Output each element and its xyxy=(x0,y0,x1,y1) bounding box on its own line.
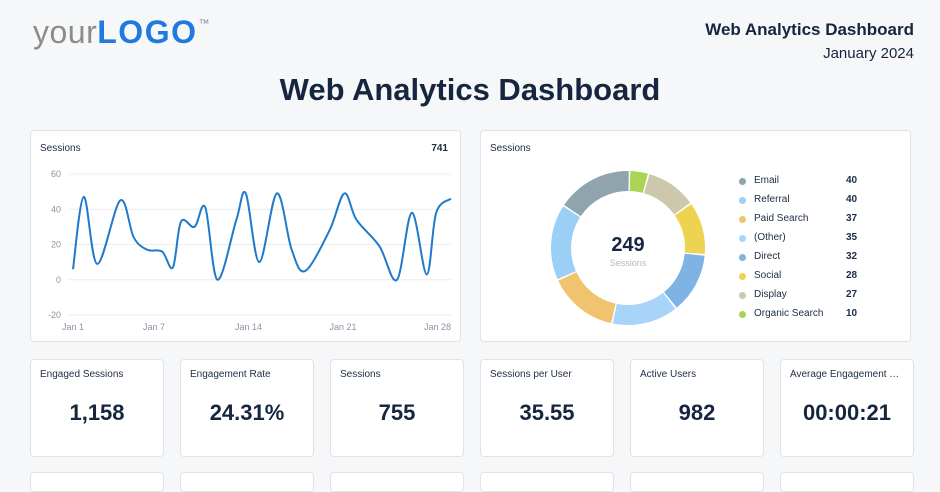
kpi-card-engagement-rate: Engagement Rate 24.31% xyxy=(180,359,314,457)
legend-label: (Other) xyxy=(754,232,786,243)
brand-logo: yourLOGO™ xyxy=(33,14,210,51)
kpi-card-sessions: Sessions 755 xyxy=(330,359,464,457)
kpi-value: 00:00:21 xyxy=(802,400,892,425)
x-tick-label: Jan 28 xyxy=(424,322,451,332)
kpi-card-next-row xyxy=(780,472,914,492)
x-tick-label: Jan 7 xyxy=(143,322,165,332)
sessions-donut-chart: 249 Sessions xyxy=(551,171,705,325)
donut-slice-other xyxy=(612,292,676,325)
kpi-label: Engagement Rate xyxy=(190,369,271,380)
line-chart-total: 741 xyxy=(431,143,448,154)
kpi-value: 24.31% xyxy=(209,400,285,425)
logo-brand: LOGO xyxy=(97,14,198,50)
y-tick-label: 40 xyxy=(51,204,61,214)
kpi-card-sessions-per-user: Sessions per User 35.55 xyxy=(480,359,614,457)
legend-item: Social 28 xyxy=(739,270,879,289)
legend-item: Paid Search 37 xyxy=(739,213,879,232)
legend-label: Direct xyxy=(754,251,781,262)
logo-prefix: your xyxy=(33,14,98,50)
donut-slice-display xyxy=(643,174,691,215)
legend-item: Direct 32 xyxy=(739,251,879,270)
sessions-line-chart-card: Sessions 741 60 40 20 0 -20 Jan 1 Jan 7 Jan 14 J… xyxy=(30,130,461,342)
donut-center-label: Sessions xyxy=(610,258,647,268)
legend-item: Referral 40 xyxy=(739,194,879,213)
y-tick-label: 20 xyxy=(51,240,61,250)
sessions-donut-chart-card: Sessions 249 Sessions Email 40 Referral 40 P… xyxy=(480,130,911,342)
y-tick-label: 60 xyxy=(51,169,61,179)
kpi-label: Sessions per User xyxy=(490,369,572,380)
kpi-label: Average Engagement Ti... xyxy=(790,369,904,380)
kpi-card-next-row xyxy=(480,472,614,492)
donut-slice-social xyxy=(674,204,705,255)
kpi-card-active-users: Active Users 982 xyxy=(630,359,764,457)
donut-slice-referral xyxy=(551,206,581,280)
x-tick-label: Jan 14 xyxy=(235,322,262,332)
kpi-value: 35.55 xyxy=(519,400,575,425)
report-header: Web Analytics Dashboard January 2024 xyxy=(705,20,914,62)
kpi-card-next-row xyxy=(30,472,164,492)
logo-trademark: ™ xyxy=(198,18,210,30)
donut-slice-direct xyxy=(664,253,705,308)
legend-item: Display 27 xyxy=(739,289,879,308)
y-tick-label: 0 xyxy=(56,275,61,285)
donut-legend: Email 40 Referral 40 Paid Search 37 (Other) 35 D… xyxy=(739,175,879,327)
kpi-value: 982 xyxy=(678,400,716,425)
legend-value: 27 xyxy=(846,289,858,300)
legend-value: 35 xyxy=(846,232,858,243)
legend-swatch xyxy=(739,292,746,299)
kpi-card-next-row xyxy=(180,472,314,492)
sessions-series-line xyxy=(72,190,452,282)
line-chart-title: Sessions xyxy=(40,143,81,154)
donut-slice-email xyxy=(564,171,629,217)
kpi-card-next-row xyxy=(630,472,764,492)
legend-swatch xyxy=(739,197,746,204)
legend-swatch xyxy=(739,178,746,185)
x-tick-label: Jan 21 xyxy=(329,322,356,332)
donut-chart-title: Sessions xyxy=(490,143,531,154)
legend-label: Social xyxy=(754,270,782,281)
legend-label: Referral xyxy=(754,194,790,205)
legend-swatch xyxy=(739,216,746,223)
legend-value: 28 xyxy=(846,270,858,281)
legend-label: Display xyxy=(754,289,787,300)
donut-slice-organic-search xyxy=(629,171,648,193)
legend-value: 37 xyxy=(846,213,858,224)
legend-label: Email xyxy=(754,175,780,186)
legend-value: 32 xyxy=(846,251,858,262)
legend-value: 40 xyxy=(846,175,858,186)
donut-center-value: 249 xyxy=(611,234,644,256)
page-title: Web Analytics Dashboard xyxy=(279,72,661,107)
legend-swatch xyxy=(739,311,746,318)
kpi-value: 755 xyxy=(378,400,416,425)
x-tick-label: Jan 1 xyxy=(62,322,84,332)
kpi-label: Engaged Sessions xyxy=(40,369,124,380)
legend-swatch xyxy=(739,254,746,261)
y-tick-label: -20 xyxy=(48,310,61,320)
legend-value: 40 xyxy=(846,194,858,205)
legend-label: Organic Search xyxy=(754,308,824,319)
kpi-card-next-row xyxy=(330,472,464,492)
kpi-card-engaged-sessions: Engaged Sessions 1,158 xyxy=(30,359,164,457)
kpi-value: 1,158 xyxy=(69,400,125,425)
donut-slice-paid-search xyxy=(558,272,616,324)
report-title: Web Analytics Dashboard xyxy=(705,20,914,39)
kpi-card-average-engagement-time: Average Engagement Ti... 00:00:21 xyxy=(780,359,914,457)
report-date: January 2024 xyxy=(823,45,914,62)
legend-swatch xyxy=(739,235,746,242)
legend-item: Organic Search 10 xyxy=(739,308,879,327)
legend-item: Email 40 xyxy=(739,175,879,194)
kpi-label: Active Users xyxy=(640,369,697,380)
legend-value: 10 xyxy=(846,308,858,319)
legend-swatch xyxy=(739,273,746,280)
legend-label: Paid Search xyxy=(754,213,809,224)
legend-item: (Other) 35 xyxy=(739,232,879,251)
kpi-label: Sessions xyxy=(340,369,381,380)
